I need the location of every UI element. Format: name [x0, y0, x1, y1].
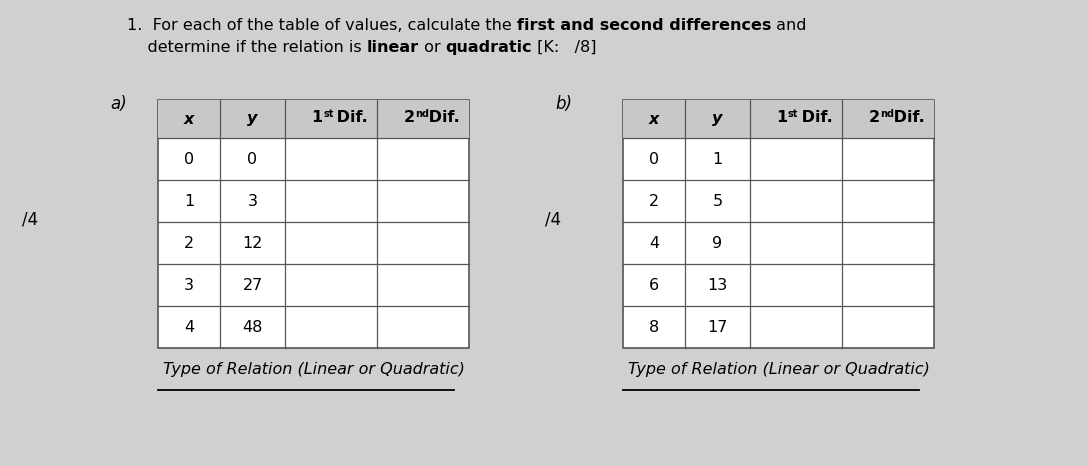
Text: 4: 4	[184, 320, 195, 335]
Text: 1: 1	[312, 110, 323, 125]
Text: 48: 48	[242, 320, 263, 335]
Bar	[158, 100, 468, 348]
Text: Type of Relation (Linear or Quadratic): Type of Relation (Linear or Quadratic)	[163, 362, 464, 377]
Text: or: or	[418, 40, 446, 55]
Text: 5: 5	[712, 193, 723, 208]
Text: /4: /4	[22, 211, 38, 229]
Text: y: y	[712, 111, 723, 126]
Text: b): b)	[555, 95, 572, 113]
Text: Type of Relation (Linear or Quadratic): Type of Relation (Linear or Quadratic)	[627, 362, 929, 377]
Text: 27: 27	[242, 277, 263, 293]
Text: x: x	[649, 111, 659, 126]
Text: 9: 9	[712, 235, 723, 251]
Text: 1: 1	[184, 193, 195, 208]
Text: nd: nd	[880, 109, 894, 119]
Text: Dif.: Dif.	[888, 110, 925, 125]
Text: 0: 0	[184, 151, 195, 166]
Text: 4: 4	[649, 235, 659, 251]
Text: and: and	[772, 18, 807, 33]
Text: st: st	[788, 109, 798, 119]
Bar	[623, 100, 934, 348]
Text: first and second differences: first and second differences	[517, 18, 772, 33]
Text: Dif.: Dif.	[332, 110, 367, 125]
Text: 2: 2	[403, 110, 414, 125]
Text: y: y	[248, 111, 258, 126]
Text: linear: linear	[366, 40, 418, 55]
Text: st: st	[323, 109, 334, 119]
Text: 1: 1	[712, 151, 723, 166]
Bar	[158, 100, 468, 138]
Text: 2: 2	[184, 235, 195, 251]
Text: nd: nd	[415, 109, 429, 119]
Text: 6: 6	[649, 277, 659, 293]
Text: quadratic: quadratic	[446, 40, 533, 55]
Text: 17: 17	[708, 320, 727, 335]
Text: [K:   /8]: [K: /8]	[533, 40, 597, 55]
Text: /4: /4	[545, 211, 561, 229]
Text: 12: 12	[242, 235, 263, 251]
Text: Dif.: Dif.	[423, 110, 460, 125]
Text: 2: 2	[649, 193, 659, 208]
Text: 13: 13	[708, 277, 727, 293]
Text: 8: 8	[649, 320, 659, 335]
Text: Dif.: Dif.	[796, 110, 833, 125]
Text: 3: 3	[184, 277, 193, 293]
Text: 0: 0	[248, 151, 258, 166]
Text: x: x	[184, 111, 195, 126]
Text: determine if the relation is: determine if the relation is	[127, 40, 366, 55]
Text: 2: 2	[869, 110, 879, 125]
Bar	[623, 100, 934, 138]
Text: 0: 0	[649, 151, 659, 166]
Text: a): a)	[110, 95, 127, 113]
Text: 3: 3	[248, 193, 258, 208]
Text: 1.  For each of the table of values, calculate the: 1. For each of the table of values, calc…	[127, 18, 517, 33]
Text: 1: 1	[776, 110, 788, 125]
